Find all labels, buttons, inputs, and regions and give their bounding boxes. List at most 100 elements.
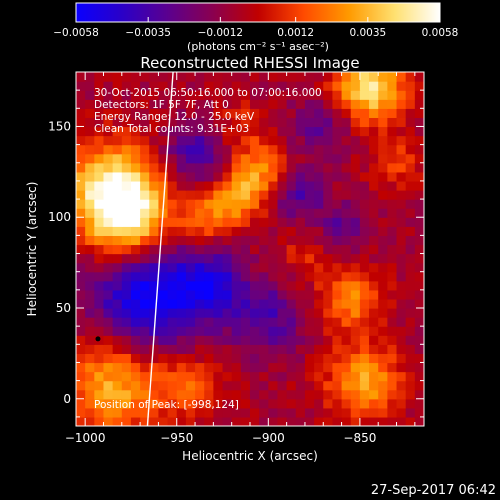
heatmap-cell (323, 326, 334, 336)
heatmap-cell (405, 262, 416, 273)
heatmap-cell (341, 144, 352, 155)
heatmap-cell (304, 353, 315, 364)
heatmap-cell (323, 199, 334, 209)
colorbar-tick-label: 0.0012 (277, 27, 314, 39)
colorbar-tick-label: −0.0012 (198, 27, 244, 39)
heatmap-cell (112, 407, 123, 418)
heatmap-cell (130, 308, 141, 318)
heatmap-cell (405, 416, 416, 426)
heatmap-cell (140, 199, 150, 209)
heatmap-cell (213, 108, 224, 118)
heatmap-cell (414, 326, 424, 336)
heatmap-cell (85, 153, 95, 164)
heatmap-cell (405, 226, 416, 236)
heatmap-cell (314, 90, 324, 100)
heatmap-cell (222, 235, 233, 246)
heatmap-cell (94, 253, 105, 264)
heatmap-cell (369, 235, 379, 246)
heatmap-cell (112, 81, 123, 91)
heatmap-cell (204, 108, 214, 118)
heatmap-cell (204, 99, 214, 109)
heatmap-cell (149, 353, 160, 364)
heatmap-cell (323, 407, 334, 418)
heatmap-cell (250, 389, 260, 400)
heatmap-cell (167, 335, 178, 345)
heatmap-cell (378, 235, 388, 246)
heatmap-cell (304, 199, 315, 209)
heatmap-cell (130, 280, 141, 291)
heatmap-cell (112, 72, 123, 82)
heatmap-cell (286, 416, 297, 426)
heatmap-cell (369, 353, 379, 364)
heatmap-cell (130, 126, 141, 137)
heatmap-cell (112, 353, 123, 364)
heatmap-cell (130, 226, 141, 236)
heatmap-cell (222, 317, 233, 327)
heatmap-cell (405, 344, 416, 354)
heatmap-cell (314, 308, 324, 318)
heatmap-cell (341, 317, 352, 327)
heatmap-cell (378, 217, 388, 227)
heatmap-cell (103, 271, 114, 282)
heatmap-cell (369, 190, 379, 200)
heatmap-cell (304, 253, 315, 264)
heatmap-cell (387, 362, 398, 373)
heatmap-cell (204, 317, 214, 327)
heatmap-cell (94, 162, 105, 173)
heatmap-cell (231, 380, 242, 391)
heatmap-cell (167, 135, 178, 146)
heatmap-cell (378, 135, 388, 146)
heatmap-cell (304, 81, 315, 91)
heatmap-cell (350, 144, 361, 155)
heatmap-cell (295, 126, 306, 137)
heatmap-cell (94, 190, 105, 200)
heatmap-cell (185, 298, 196, 309)
heatmap-cell (414, 253, 424, 264)
heatmap-cell (250, 398, 260, 409)
heatmap-cell (387, 398, 398, 409)
heatmap-cell (332, 226, 343, 236)
heatmap-cell (295, 135, 306, 146)
heatmap-cell (396, 271, 407, 282)
heatmap-cell (121, 317, 132, 327)
heatmap-cell (369, 171, 379, 182)
heatmap-cell (149, 135, 160, 146)
heatmap-cell (158, 217, 169, 227)
heatmap-cell (332, 108, 343, 118)
heatmap-cell (240, 244, 251, 255)
heatmap-cell (204, 289, 214, 300)
heatmap-cell (167, 244, 178, 255)
heatmap-cell (140, 135, 150, 146)
heatmap-cell (387, 235, 398, 246)
heatmap-cell (222, 407, 233, 418)
heatmap-cell (314, 244, 324, 255)
heatmap-cell (213, 135, 224, 146)
heatmap-cell (277, 298, 288, 309)
heatmap-cell (94, 416, 105, 426)
heatmap-cell (341, 108, 352, 118)
heatmap-cell (185, 335, 196, 345)
heatmap-cell (176, 308, 187, 318)
heatmap-cell (405, 289, 416, 300)
heatmap-cell (140, 72, 150, 82)
heatmap-cell (350, 335, 361, 345)
heatmap-cell (158, 380, 169, 391)
heatmap-cell (295, 226, 306, 236)
heatmap-cell (286, 262, 297, 273)
heatmap-cell (378, 398, 388, 409)
heatmap-cell (231, 226, 242, 236)
heatmap-cell (359, 362, 370, 373)
heatmap-cell (286, 235, 297, 246)
heatmap-cell (323, 208, 334, 218)
heatmap-cell (405, 326, 416, 336)
heatmap-cell (286, 90, 297, 100)
heatmap-cell (369, 226, 379, 236)
heatmap-cell (121, 371, 132, 382)
heatmap-cell (149, 389, 160, 400)
heatmap-cell (103, 289, 114, 300)
heatmap-cell (341, 353, 352, 364)
heatmap-cell (231, 135, 242, 146)
heatmap-cell (387, 81, 398, 91)
heatmap-cell (350, 371, 361, 382)
heatmap-cell (121, 326, 132, 336)
